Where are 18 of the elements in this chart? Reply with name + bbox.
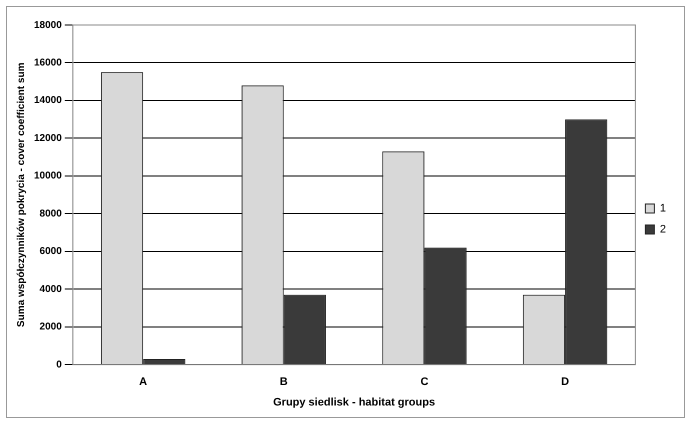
x-tick-label: A (139, 376, 148, 388)
y-tick-label: 14000 (34, 95, 62, 106)
y-tick-label: 0 (56, 359, 62, 370)
x-tick-label: D (561, 376, 570, 388)
y-tick-label: 6000 (40, 246, 62, 258)
legend-label: 1 (660, 202, 666, 215)
y-tick-label: 8000 (40, 208, 62, 220)
x-tick-label: C (420, 376, 428, 388)
y-axis-title: Suma współczynników pokrycia - cover coefficient sum (16, 62, 27, 328)
x-tick-label: B (280, 376, 288, 388)
y-tick-label: 4000 (40, 284, 62, 295)
y-tick-label: 16000 (34, 57, 62, 68)
legend-label: 2 (660, 224, 666, 236)
y-tick-label: 12000 (34, 132, 62, 144)
y-tick-label: 10000 (34, 170, 62, 182)
x-axis-title: Grupy siedlisk - habitat groups (273, 396, 436, 408)
y-tick-label: 18000 (34, 20, 62, 31)
y-tick-label: 2000 (40, 322, 62, 333)
